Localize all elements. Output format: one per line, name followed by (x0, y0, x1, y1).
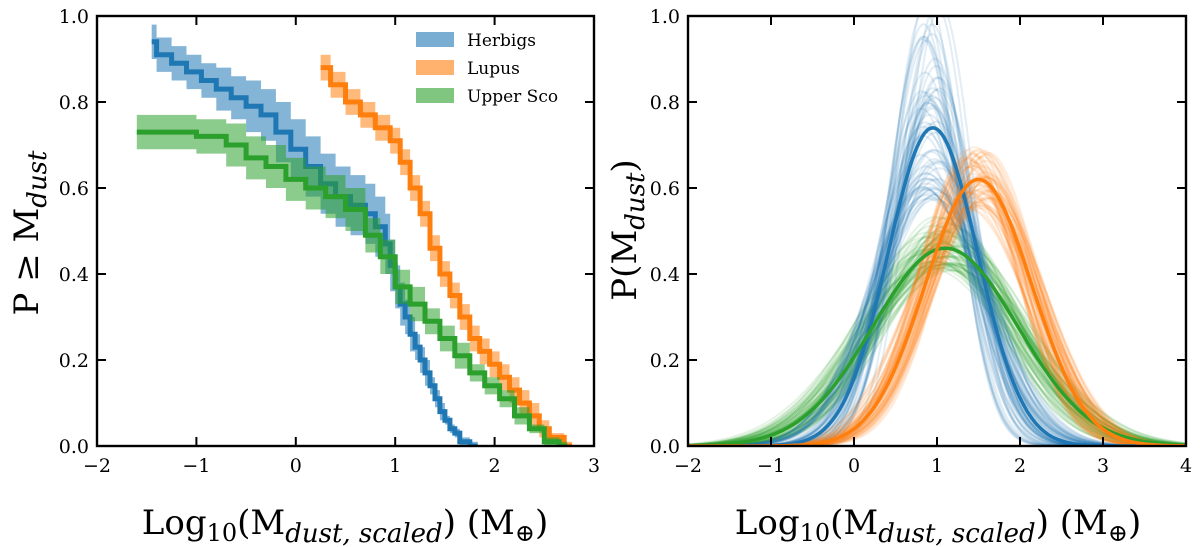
left-plot-area: −2 −1 0 1 2 3 0.0 0.2 0.4 0.6 0.8 1.0 (59, 6, 600, 477)
step-line-herbigs (151, 39, 478, 446)
left-y-tick-label: 0.8 (59, 92, 89, 114)
posterior-sample-curve (688, 57, 1186, 446)
legend-label: Upper Sco (467, 87, 558, 107)
step-line-upper-sco (136, 129, 568, 446)
posterior-sample-curve (688, 263, 1186, 446)
right-plot-area: −2 −1 0 1 2 3 4 0.0 0.2 0.4 0.6 0.8 1.0 (650, 6, 1192, 477)
left-x-axis-label: Log10(Mdust, scaled) (M⊕) (142, 503, 548, 547)
right-x-tick-label: −2 (674, 455, 702, 477)
posterior-sample-curve (688, 32, 1186, 446)
posterior-sample-curve (688, 262, 1186, 446)
left-x-tick-label: 0 (290, 455, 302, 477)
left-y-axis-label: P ≥ Mdust (7, 150, 53, 316)
right-y-tick-label: 0.6 (650, 178, 680, 200)
step-line-lupus (320, 65, 573, 446)
left-x-tick-label: −2 (83, 455, 111, 477)
posterior-sample-curve (688, 267, 1186, 446)
right-y-tick-label: 0.8 (650, 92, 680, 114)
left-panel: P ≥ Mdust −2 −1 0 1 2 3 0.0 0.2 0.4 0.6 0.8 1.0 Log… (7, 6, 600, 547)
right-y-tick-label: 0.0 (650, 436, 680, 458)
right-y-tick-label: 0.2 (650, 350, 680, 372)
samples-lupus (688, 145, 1186, 446)
posterior-sample-curve (688, 35, 1186, 446)
right-x-tick-label: 1 (931, 455, 943, 477)
posterior-sample-curve (688, 269, 1186, 446)
posterior-sample-curve (688, 263, 1186, 446)
band-upper-sco (136, 114, 568, 446)
legend-swatch-upper-sco (416, 88, 454, 103)
posterior-sample-curve (688, 179, 1186, 446)
posterior-sample-curve (688, 23, 1186, 446)
posterior-sample-curve (688, 267, 1186, 446)
right-x-tick-label: 4 (1180, 455, 1192, 477)
left-frame (95, 14, 596, 448)
posterior-sample-curve (688, 150, 1186, 446)
legend-label: Lupus (467, 59, 520, 79)
posterior-sample-curve (688, 266, 1186, 446)
posterior-sample-curve (688, 151, 1186, 446)
legend: Herbigs Lupus Upper Sco (416, 31, 558, 107)
posterior-sample-curve (688, 155, 1186, 446)
legend-label: Herbigs (467, 31, 536, 51)
left-y-tick-label: 0.2 (59, 350, 89, 372)
posterior-sample-curve (688, 16, 1186, 446)
left-series-group (136, 24, 573, 446)
legend-swatch-lupus (416, 60, 454, 75)
right-x-axis-label: Log10(Mdust, scaled) (M⊕) (735, 503, 1141, 547)
posterior-sample-curve (688, 35, 1186, 446)
right-y-axis-label: P(Mdust) (605, 159, 651, 300)
left-y-tick-label: 0.6 (59, 178, 89, 200)
right-x-tick-label: 3 (1097, 455, 1109, 477)
right-series-group (688, 16, 1186, 446)
posterior-sample-curve (688, 23, 1186, 446)
posterior-sample-curve (688, 262, 1186, 446)
right-x-tick-label: −1 (757, 455, 785, 477)
left-y-tick-label: 0.0 (59, 436, 89, 458)
left-y-tick-label: 1.0 (59, 6, 89, 28)
posterior-sample-curve (688, 262, 1186, 446)
right-x-tick-label: 0 (848, 455, 860, 477)
right-y-tick-label: 0.4 (650, 264, 680, 286)
posterior-sample-curve (688, 261, 1186, 446)
left-x-tick-label: 3 (588, 455, 600, 477)
posterior-sample-curve (688, 76, 1186, 446)
posterior-sample-curve (688, 37, 1186, 446)
posterior-sample-curve (688, 174, 1186, 446)
posterior-sample-curve (688, 39, 1186, 446)
posterior-sample-curve (688, 262, 1186, 446)
right-y-tick-label: 1.0 (650, 6, 680, 28)
posterior-sample-curve (688, 263, 1186, 446)
posterior-sample-curve (688, 255, 1186, 446)
posterior-sample-curve (688, 149, 1186, 446)
left-x-tick-label: 1 (389, 455, 401, 477)
posterior-sample-curve (688, 145, 1186, 446)
left-x-tick-label: 2 (489, 455, 501, 477)
posterior-sample-curve (688, 65, 1186, 446)
posterior-sample-curve (688, 269, 1186, 446)
left-y-tick-label: 0.4 (59, 264, 89, 286)
left-x-tick-label: −1 (182, 455, 210, 477)
right-panel: P(Mdust) −2 −1 0 1 2 3 4 0.0 0.2 0.4 0.6 0.8 1.0 Log… (605, 6, 1192, 547)
posterior-sample-curve (688, 178, 1186, 446)
legend-swatch-herbigs (416, 32, 454, 47)
posterior-sample-curve (688, 253, 1186, 446)
right-x-tick-label: 2 (1014, 455, 1026, 477)
